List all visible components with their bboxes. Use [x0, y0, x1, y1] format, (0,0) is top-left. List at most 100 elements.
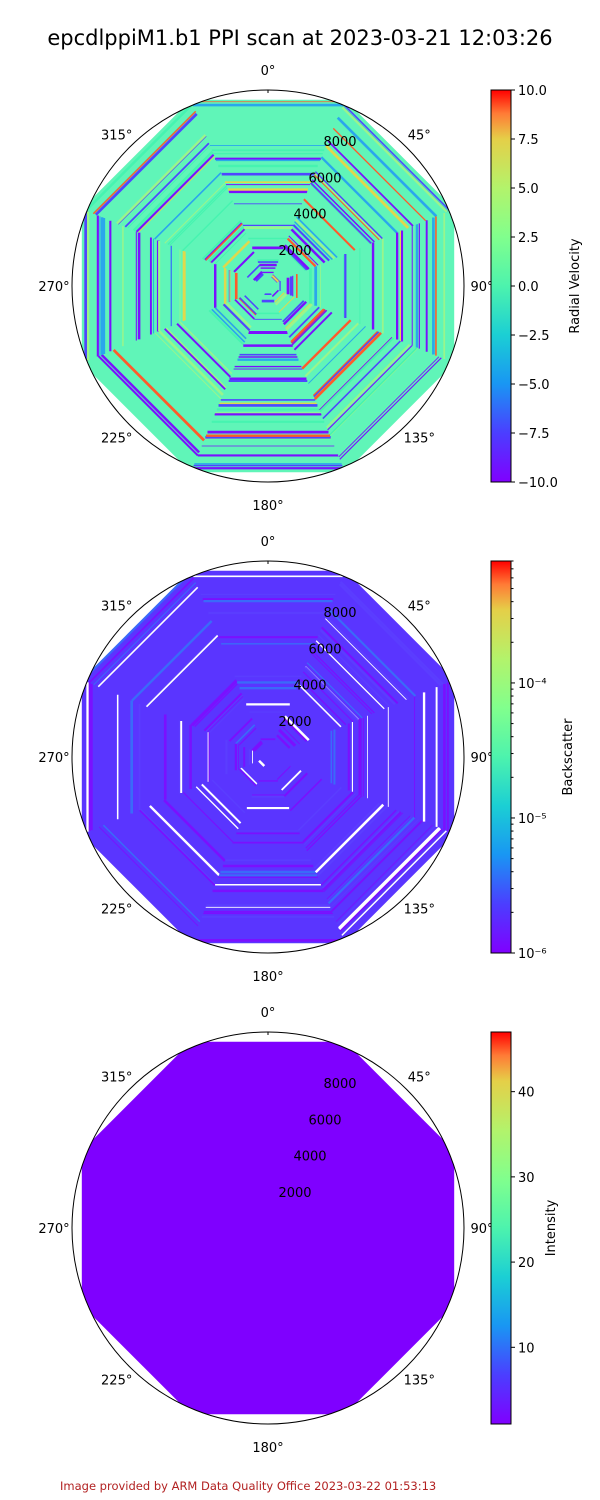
ppi-range-streak: [303, 792, 356, 845]
ppi-data-1: [81, 99, 455, 473]
ppi-range-streak: [316, 805, 388, 877]
angular-tick-label: 90°: [470, 1222, 493, 1237]
ppi-range-streak: [234, 299, 255, 320]
ppi-range-streak: [291, 309, 328, 346]
ppi-range-streak: [297, 786, 342, 831]
ppi-range-streak: [283, 248, 306, 271]
angular-tick-label: 270°: [38, 1222, 69, 1237]
ppi-range-streak: [313, 331, 380, 398]
ppi-range-streak: [285, 303, 313, 331]
ppi-range-streak: [145, 634, 219, 708]
ppi-range-streak: [274, 292, 285, 303]
ppi-range-streak: [323, 812, 404, 893]
colorbar-label: Intensity: [544, 1199, 559, 1256]
ppi-range-streak: [335, 824, 433, 922]
ppi-range-streak: [336, 825, 436, 925]
ppi-range-streak: [228, 717, 253, 742]
ppi-range-streak: [203, 692, 243, 732]
ppi-range-streak: [182, 200, 234, 252]
ppi-data-3: [81, 1041, 455, 1415]
angular-tick-label: 315°: [101, 600, 132, 615]
ppi-range-streak: [304, 322, 359, 377]
ppi-range-streak: [310, 182, 372, 244]
ppi-range-streak: [330, 819, 419, 908]
colorbar-tick-label: 30: [518, 1171, 535, 1186]
ppi-range-streak: [319, 337, 395, 413]
ppi-range-streak: [88, 577, 195, 684]
ppi-range-streak: [338, 583, 442, 687]
ppi-range-streak: [338, 827, 442, 931]
ppi-range-streak: [313, 174, 380, 241]
ppi-range-streak: [92, 110, 197, 215]
ppi-range-streak: [314, 172, 382, 240]
ppi-range-streak: [93, 582, 197, 686]
ppi-range-streak: [341, 830, 447, 936]
ppi-range-streak: [317, 634, 391, 708]
angular-tick-label: 225°: [101, 1373, 132, 1388]
ppi-range-streak: [306, 662, 363, 719]
ppi-range-streak: [208, 226, 245, 263]
ppi-range-streak: [302, 791, 354, 843]
ppi-range-streak: [313, 802, 381, 870]
ppi-range-streak: [94, 112, 198, 216]
angular-tick-label: 0°: [261, 64, 276, 79]
angular-tick-label: 135°: [404, 431, 435, 446]
colorbar-1: 10.0 7.5 5.0 2.5 0.0 −2.5 −5.0 −7.5 −10.0 Radial …: [490, 84, 583, 491]
ppi-range-streak: [271, 275, 279, 283]
ppi-range-streak: [294, 218, 336, 260]
angular-tick-label: 45°: [408, 129, 431, 144]
ppi-range-streak: [211, 308, 246, 343]
colorbar-gradient: [490, 89, 512, 483]
ppi-range-streak: [341, 106, 448, 213]
ppi-range-streak: [140, 809, 216, 885]
ppi-range-streak: [169, 187, 228, 246]
ppi-range-streak: [233, 251, 255, 273]
ppi-range-streak: [252, 741, 263, 752]
ppi-range-streak: [132, 150, 214, 232]
ppi-range-streak: [98, 826, 199, 927]
ppi-range-streak: [328, 608, 417, 697]
ppi-range-streak: [238, 727, 257, 746]
ppi-range-streak: [176, 322, 232, 378]
angular-tick-label: 135°: [404, 1373, 435, 1388]
angular-tick-label: 270°: [38, 751, 69, 766]
ppi-range-streak: [251, 740, 263, 752]
ppi-range-streak: [255, 273, 264, 282]
angular-tick-label: 90°: [470, 751, 493, 766]
angular-tick-label: 270°: [38, 280, 69, 295]
colorbar-tick-label: −10.0: [518, 476, 558, 491]
ppi-range-streak: [127, 145, 211, 229]
ppi-data-2: [81, 570, 455, 944]
ppi-range-streak: [81, 570, 193, 682]
colorbar-tick-label: 7.5: [518, 133, 539, 148]
ppi-range-streak: [327, 816, 416, 905]
ppi-range-streak: [204, 693, 244, 733]
ppi-range-streak: [311, 650, 375, 714]
ppi-range-streak: [97, 355, 199, 457]
ppi-range-streak: [258, 759, 266, 767]
ppi-range-streak: [244, 295, 259, 310]
ppi-range-streak: [225, 302, 252, 329]
ppi-range-streak: [310, 652, 373, 715]
radial-tick-label: 6000: [308, 171, 341, 186]
radial-tick-label: 2000: [278, 244, 311, 259]
colorbar-3: 40 30 20 10 Intensity: [490, 1031, 559, 1425]
ppi-range-streak: [339, 357, 442, 460]
ppi-range-streak: [306, 795, 363, 852]
ppi-range-streak: [97, 586, 199, 688]
ppi-range-streak: [190, 679, 237, 726]
angular-tick-label: 225°: [101, 902, 132, 917]
radial-tick-label: 4000: [293, 1150, 326, 1165]
radial-tick-label: 6000: [308, 1113, 341, 1128]
ppi-coverage-polygon: [81, 99, 455, 473]
colorbar-gradient: [490, 1031, 512, 1425]
ppi-range-streak: [296, 216, 338, 258]
ppi-range-streak: [293, 311, 333, 351]
ppi-range-streak: [164, 328, 226, 390]
ppi-range-streak: [164, 182, 226, 244]
ppi-range-streak: [167, 185, 228, 246]
ppi-range-streak: [276, 734, 291, 749]
colorbar-label: Radial Velocity: [568, 238, 583, 334]
ppi-range-streak: [154, 172, 222, 240]
